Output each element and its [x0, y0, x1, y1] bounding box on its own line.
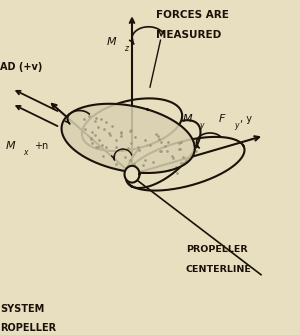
Text: +n: +n [34, 141, 49, 151]
Polygon shape [126, 120, 200, 188]
Text: SYSTEM: SYSTEM [0, 304, 44, 314]
Text: M: M [183, 114, 193, 124]
Polygon shape [82, 98, 182, 151]
Text: AD (+v): AD (+v) [0, 62, 42, 72]
Text: PROPELLER: PROPELLER [186, 245, 248, 254]
Text: CENTERLINE: CENTERLINE [186, 265, 252, 274]
Text: z: z [124, 44, 128, 53]
Polygon shape [126, 137, 244, 191]
Text: M: M [106, 37, 116, 47]
Polygon shape [61, 104, 195, 173]
Text: M: M [6, 141, 16, 151]
Text: F: F [219, 114, 225, 124]
Text: ROPELLER: ROPELLER [0, 323, 56, 333]
Text: FORCES ARE: FORCES ARE [156, 10, 229, 20]
Text: x: x [23, 148, 28, 157]
Polygon shape [124, 166, 140, 183]
Text: y: y [234, 121, 238, 130]
Text: y: y [200, 121, 204, 130]
Text: , y: , y [240, 114, 252, 124]
Text: MEASURED: MEASURED [156, 30, 221, 40]
